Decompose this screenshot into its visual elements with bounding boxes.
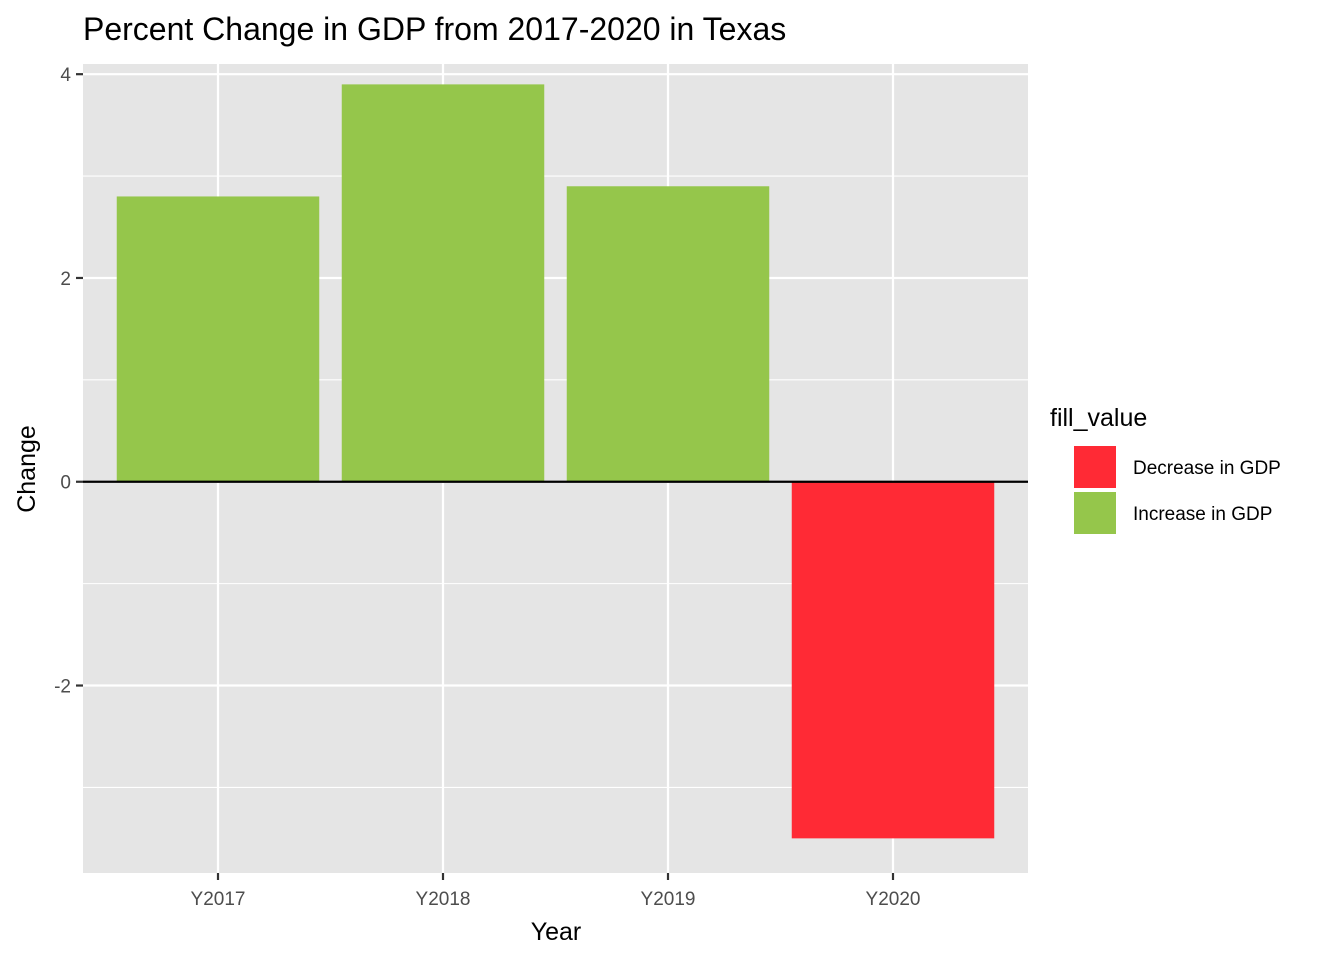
x-tick-label: Y2017 <box>191 889 246 910</box>
x-tick-label: Y2020 <box>866 889 921 910</box>
legend-key-decrease <box>1072 444 1118 490</box>
x-axis-title: Year <box>531 918 582 946</box>
y-tick-label: 4 <box>60 65 71 86</box>
bars <box>116 84 995 839</box>
legend-title: fill_value <box>1050 404 1147 432</box>
y-tick-label: -2 <box>54 677 71 698</box>
y-axis-title: Change <box>13 425 41 513</box>
chart-title: Percent Change in GDP from 2017-2020 in … <box>83 11 786 47</box>
bar-y2020 <box>791 481 995 839</box>
legend-entries: Decrease in GDP Increase in GDP <box>1072 444 1281 536</box>
legend-key-increase <box>1072 490 1118 536</box>
legend-label: Increase in GDP <box>1133 504 1272 525</box>
y-axis-ticks: -2 0 2 4 <box>54 65 83 698</box>
bar-y2019 <box>566 186 770 482</box>
y-tick-label: 2 <box>60 269 71 290</box>
x-tick-label: Y2019 <box>641 889 696 910</box>
legend-label: Decrease in GDP <box>1133 458 1281 479</box>
legend: fill_value Decrease in GDP Increase in GD… <box>1050 404 1281 536</box>
bar-y2018 <box>341 84 545 482</box>
x-tick-label: Y2018 <box>416 889 471 910</box>
x-axis-ticks: Y2017 Y2018 Y2019 Y2020 <box>191 873 921 910</box>
bar-y2017 <box>116 196 320 482</box>
y-tick-label: 0 <box>60 473 71 494</box>
